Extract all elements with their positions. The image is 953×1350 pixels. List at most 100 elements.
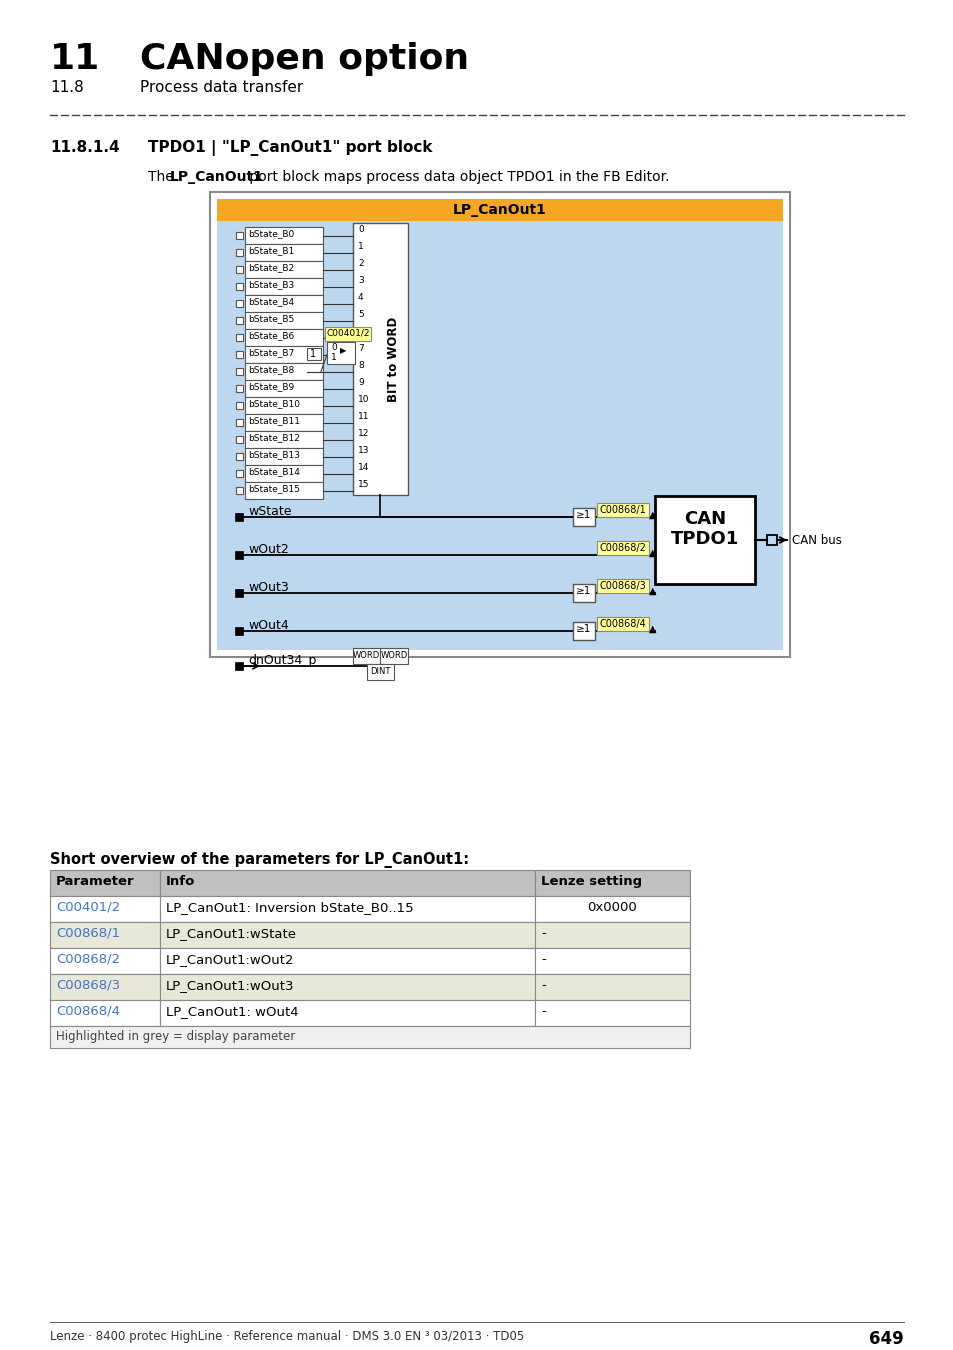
Text: 13: 13 <box>357 446 369 455</box>
Text: port block maps process data object TPDO1 in the FB Editor.: port block maps process data object TPDO… <box>245 170 669 184</box>
Bar <box>160 896 535 922</box>
Bar <box>50 869 160 896</box>
Bar <box>235 436 243 443</box>
Text: 1: 1 <box>331 352 336 362</box>
Text: C00868/1: C00868/1 <box>56 927 120 940</box>
Bar <box>160 973 535 1000</box>
Bar <box>210 192 789 657</box>
Text: bState_B3: bState_B3 <box>248 281 294 289</box>
Bar <box>235 369 243 375</box>
Text: TPDO1 | "LP_CanOut1" port block: TPDO1 | "LP_CanOut1" port block <box>148 140 432 157</box>
Bar <box>366 664 394 680</box>
Text: WORD: WORD <box>353 651 380 660</box>
Text: Lenze setting: Lenze setting <box>540 875 641 888</box>
Bar <box>245 448 323 464</box>
Bar <box>50 973 160 1000</box>
Bar <box>353 648 380 664</box>
Bar <box>380 648 408 664</box>
Text: 6: 6 <box>357 327 363 336</box>
Text: C00868/2: C00868/2 <box>56 953 120 967</box>
Bar <box>597 579 648 593</box>
Bar <box>766 535 776 545</box>
Text: bState_B6: bState_B6 <box>248 332 294 340</box>
Bar <box>597 541 648 555</box>
Bar <box>535 1000 689 1026</box>
Bar <box>307 347 320 359</box>
Text: 0: 0 <box>331 343 336 352</box>
Text: wState: wState <box>248 505 292 518</box>
Text: -: - <box>540 1004 545 1018</box>
Text: bState_B2: bState_B2 <box>248 263 294 273</box>
Text: Info: Info <box>166 875 195 888</box>
Text: 11.8: 11.8 <box>50 80 84 94</box>
Bar <box>235 351 243 358</box>
Bar <box>535 948 689 973</box>
Text: bState_B15: bState_B15 <box>248 485 299 494</box>
Text: CAN: CAN <box>683 510 725 528</box>
Text: bState_B5: bState_B5 <box>248 315 294 324</box>
Bar <box>235 317 243 324</box>
Text: bState_B13: bState_B13 <box>248 451 299 459</box>
Text: bState_B9: bState_B9 <box>248 382 294 391</box>
Text: C00868/4: C00868/4 <box>56 1004 120 1018</box>
Text: C00868/2: C00868/2 <box>598 543 646 554</box>
Bar <box>245 482 323 500</box>
Bar <box>235 487 243 494</box>
Text: ▲: ▲ <box>649 586 656 595</box>
Bar <box>655 495 754 585</box>
Text: bState_B12: bState_B12 <box>248 433 299 443</box>
Bar <box>234 589 243 597</box>
Text: The: The <box>148 170 178 184</box>
Bar <box>245 363 323 379</box>
Bar <box>235 300 243 306</box>
Text: 2: 2 <box>357 259 363 269</box>
Text: 11.8.1.4: 11.8.1.4 <box>50 140 119 155</box>
Bar <box>216 198 782 649</box>
Text: BIT to WORD: BIT to WORD <box>387 316 400 402</box>
Bar <box>50 1000 160 1026</box>
Bar <box>50 948 160 973</box>
Text: -: - <box>540 979 545 992</box>
Bar <box>597 617 648 630</box>
Bar <box>160 1000 535 1026</box>
Text: wOut2: wOut2 <box>248 543 289 556</box>
Bar <box>245 431 323 448</box>
Bar <box>235 454 243 460</box>
Bar <box>234 551 243 559</box>
Text: bState_B8: bState_B8 <box>248 366 294 374</box>
Text: ▲: ▲ <box>649 548 656 558</box>
Text: wOut3: wOut3 <box>248 580 289 594</box>
Text: 10: 10 <box>357 396 369 404</box>
Text: ▲: ▲ <box>649 624 656 634</box>
Text: LP_CanOut1:wState: LP_CanOut1:wState <box>166 927 296 940</box>
Text: ▲: ▲ <box>649 510 656 520</box>
Text: 9: 9 <box>357 378 363 387</box>
Bar <box>245 278 323 296</box>
Bar <box>573 508 595 526</box>
Bar <box>535 896 689 922</box>
Bar <box>235 248 243 256</box>
Bar <box>245 312 323 329</box>
Text: Process data transfer: Process data transfer <box>140 80 303 94</box>
Bar <box>245 227 323 244</box>
Text: -: - <box>540 953 545 967</box>
Text: ≥1: ≥1 <box>576 510 591 520</box>
Text: CAN bus: CAN bus <box>791 535 841 547</box>
Text: C00868/1: C00868/1 <box>599 505 646 514</box>
Bar <box>327 342 355 363</box>
Text: ▶: ▶ <box>339 347 346 355</box>
Bar <box>50 922 160 948</box>
Text: bState_B0: bState_B0 <box>248 230 294 239</box>
Text: WORD: WORD <box>380 651 408 660</box>
Bar <box>160 922 535 948</box>
Text: 11: 11 <box>357 412 369 421</box>
Text: 4: 4 <box>357 293 363 302</box>
Bar <box>235 284 243 290</box>
Bar <box>245 261 323 278</box>
Bar <box>234 662 243 670</box>
Text: CANopen option: CANopen option <box>140 42 469 76</box>
Bar <box>245 296 323 312</box>
Bar <box>535 973 689 1000</box>
Bar <box>535 922 689 948</box>
Text: C00868/4: C00868/4 <box>599 620 646 629</box>
